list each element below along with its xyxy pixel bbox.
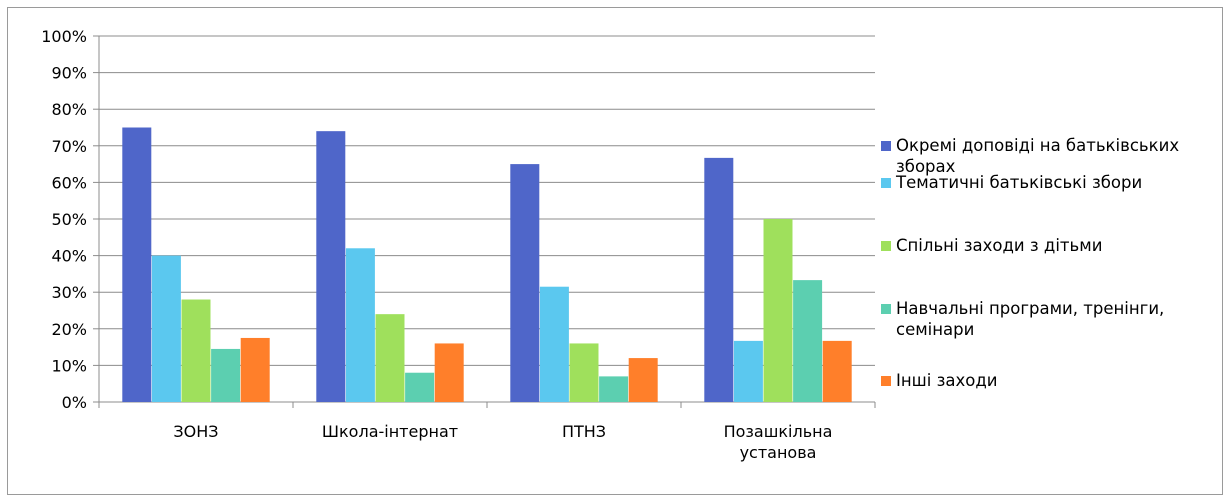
legend-label: Окремі доповіді на батьківських зборах: [896, 136, 1179, 176]
legend-label: Спільні заходи з дітьми: [896, 236, 1102, 255]
legend-swatch: [881, 141, 891, 151]
y-tick-label: 90%: [51, 64, 87, 83]
y-tick-label: 20%: [51, 320, 87, 339]
bar: [316, 131, 346, 402]
bar: [822, 340, 852, 402]
bar: [405, 372, 435, 402]
y-tick-label: 40%: [51, 247, 87, 266]
bar: [793, 280, 823, 402]
y-tick-label: 60%: [51, 173, 87, 192]
bar: [181, 299, 211, 402]
legend-label: Навчальні програми, тренінги, семінари: [896, 299, 1164, 339]
bar: [569, 343, 599, 402]
bar: [763, 219, 793, 402]
legend-swatch: [881, 178, 891, 188]
chart-frame: [7, 7, 1223, 495]
gridlines: [99, 35, 875, 366]
bar: [704, 157, 734, 402]
y-tick-label: 50%: [51, 210, 87, 229]
y-tick-label: 0%: [62, 393, 87, 412]
x-category-label: ЗОНЗ: [173, 422, 218, 441]
legend-swatch: [881, 376, 891, 386]
y-tick-label: 70%: [51, 137, 87, 156]
legend-swatch: [881, 241, 891, 251]
legend-label: Тематичні батьківські збори: [895, 173, 1142, 192]
y-tick-label: 30%: [51, 283, 87, 302]
bars: [122, 127, 852, 402]
bar: [599, 376, 629, 402]
y-tick-label: 100%: [41, 27, 87, 46]
bar: [122, 127, 152, 402]
legend: Окремі доповіді на батьківських зборахТем…: [881, 136, 1179, 390]
y-tick-label: 10%: [51, 356, 87, 375]
y-tick-label: 80%: [51, 100, 87, 119]
bar: [434, 343, 464, 402]
bar: [345, 248, 375, 402]
legend-swatch: [881, 304, 891, 314]
x-category-label: ПТНЗ: [562, 422, 606, 441]
y-tick-labels: 0% 10% 20% 30% 40% 50% 60% 70% 80% 90% 100%: [41, 27, 87, 412]
bar: [151, 255, 181, 402]
bar: [628, 358, 658, 402]
category-labels: ЗОНЗ Школа-інтернат ПТНЗ Позашкільна установ…: [173, 422, 832, 462]
legend-label: Інші заходи: [896, 371, 997, 390]
bar: [240, 337, 270, 402]
bar: [211, 348, 241, 402]
bar: [375, 314, 405, 402]
bar: [733, 340, 763, 402]
bar: [510, 164, 540, 402]
bar: [539, 286, 569, 402]
x-category-label: Позашкільна установа: [724, 422, 833, 462]
x-category-label: Школа-інтернат: [322, 422, 458, 441]
